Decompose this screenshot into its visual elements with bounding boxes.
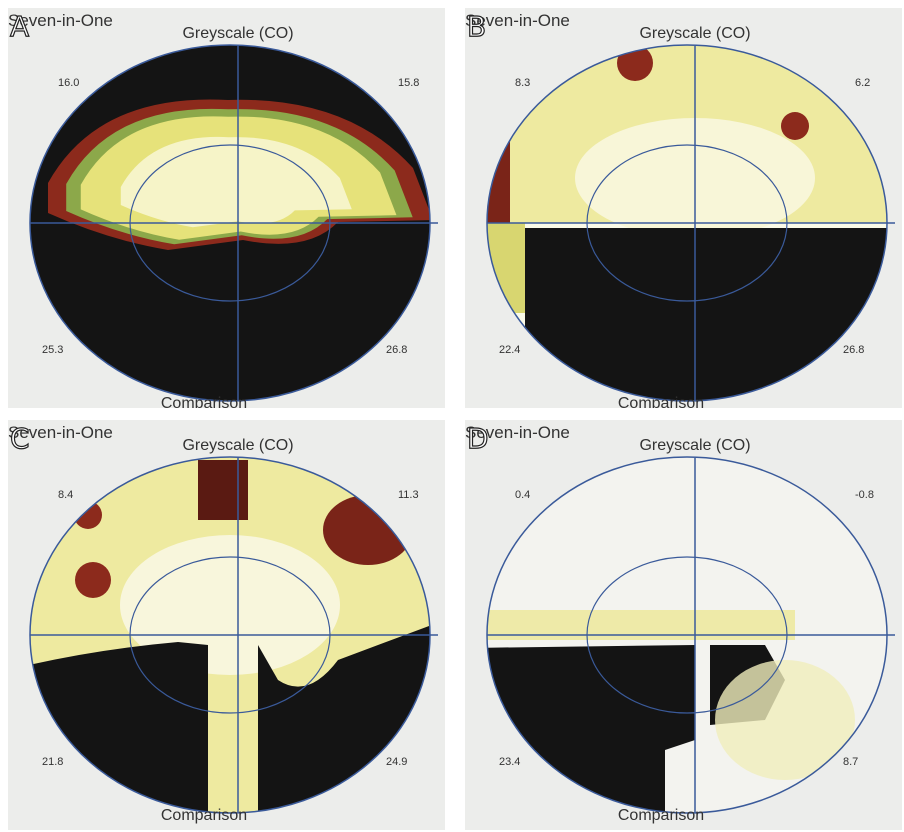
- quadrant-value: 8.7: [843, 756, 858, 768]
- field-map: [465, 420, 902, 830]
- panel-label: B: [467, 10, 486, 43]
- field-map: [8, 8, 445, 408]
- panel-footer: Comparison: [161, 807, 247, 824]
- field-map: [8, 420, 445, 830]
- quadrant-value: 22.4: [499, 344, 520, 356]
- panel-footer: Comparison: [618, 807, 704, 824]
- field-map: [465, 8, 902, 408]
- quadrant-value: 15.8: [398, 77, 419, 89]
- quadrant-value: 26.8: [843, 344, 864, 356]
- yellow-right: [715, 660, 855, 780]
- quadrant-value: 16.0: [58, 77, 79, 89]
- panel-title: Greyscale (CO): [182, 437, 293, 454]
- quadrant-value: 23.4: [499, 756, 520, 768]
- page: Seven-in-OneGreyscale (CO)16.015.825.326…: [0, 0, 904, 832]
- yellow-strip: [465, 223, 525, 313]
- panel-footer: Comparison: [161, 395, 247, 408]
- dark-area: [525, 228, 902, 408]
- panel-label: C: [10, 422, 30, 455]
- quadrant-value: 8.3: [515, 77, 530, 89]
- panel-label: D: [467, 422, 489, 455]
- quadrant-value: 25.3: [42, 344, 63, 356]
- red-top: [198, 460, 248, 520]
- panel-footer: Comparison: [618, 395, 704, 408]
- quadrant-value: 6.2: [855, 77, 870, 89]
- quadrant-value: -0.8: [855, 489, 874, 501]
- quadrant-value: 0.4: [515, 489, 530, 501]
- quadrant-value: 21.8: [42, 756, 63, 768]
- red-spot: [781, 112, 809, 140]
- red-spot: [74, 501, 102, 529]
- panel-label: A: [10, 10, 29, 43]
- panel-title: Greyscale (CO): [639, 437, 750, 454]
- panel-title: Greyscale (CO): [639, 25, 750, 42]
- quadrant-value: 11.3: [398, 489, 419, 501]
- quadrant-value: 24.9: [386, 756, 407, 768]
- panel-title: Greyscale (CO): [182, 25, 293, 42]
- red-spot: [75, 562, 111, 598]
- quadrant-value: 8.4: [58, 489, 73, 501]
- quadrant-value: 26.8: [386, 344, 407, 356]
